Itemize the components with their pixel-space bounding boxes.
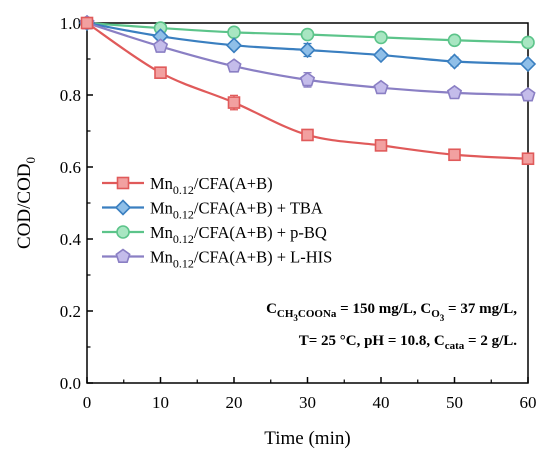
annotation-segment: C: [266, 301, 277, 317]
legend-label-subscript: 0.12: [173, 232, 194, 246]
legend-entry: Mn0.12/CFA(A+B) + TBA: [102, 199, 323, 222]
legend-label-text: Mn: [150, 223, 173, 242]
legend-entry: Mn0.12/CFA(A+B) + L-HIS: [102, 248, 332, 271]
pentagon-marker: [373, 79, 389, 95]
conditions-annotation: CCH3COONa = 150 mg/L, CO3 = 37 mg/L,T= 2…: [266, 301, 517, 352]
x-tick-label: 10: [152, 393, 169, 412]
diamond-marker: [299, 41, 316, 59]
legend-label-text: /CFA(A+B): [194, 174, 273, 193]
square-marker: [116, 176, 130, 190]
y-axis-title-main: COD/COD: [14, 163, 35, 249]
diamond-marker: [225, 37, 243, 54]
circle-marker: [374, 30, 388, 45]
annotation-segment: = 2 g/L.: [464, 333, 517, 349]
circle-marker: [116, 225, 130, 239]
y-tick-label: 0.0: [60, 374, 81, 393]
y-axis-ticks: 0.0 0.2 0.4 0.6 0.8 1.0: [60, 14, 93, 393]
y-tick-label: 0.4: [60, 230, 82, 249]
circle-marker: [300, 27, 315, 42]
annotation-segment: COONa: [298, 308, 337, 320]
series-pentagon: [79, 15, 536, 102]
diamond-marker: [114, 199, 132, 216]
diamond-marker: [446, 53, 463, 70]
legend-label-subscript: 0.12: [173, 208, 194, 222]
square-marker: [80, 16, 94, 30]
legend-label-text: /CFA(A+B) + L-HIS: [194, 248, 332, 267]
circle-marker: [521, 35, 535, 50]
annotation-segment: = 37 mg/L,: [444, 301, 517, 317]
y-tick-label: 0.6: [60, 158, 81, 177]
annotation-line: CCH3COONa = 150 mg/L, CO3 = 37 mg/L,: [266, 301, 517, 323]
annotation-segment: O: [431, 308, 440, 320]
pentagon-marker: [226, 58, 242, 73]
annotation-segment: 3: [293, 313, 298, 323]
x-tick-label: 30: [299, 393, 316, 412]
legend-label-text: /CFA(A+B) + TBA: [194, 199, 323, 218]
diamond-marker: [372, 46, 390, 64]
series-layer: [78, 14, 537, 166]
x-tick-label: 0: [83, 393, 92, 412]
square-marker: [521, 152, 535, 166]
y-tick-label: 0.8: [60, 86, 81, 105]
legend: Mn0.12/CFA(A+B)Mn0.12/CFA(A+B) + TBAMn0.…: [102, 174, 332, 271]
annotation-segment: = 150 mg/L, C: [336, 301, 431, 317]
pentagon-marker: [299, 71, 316, 87]
annotation-line: T= 25 °C, pH = 10.8, Ccata = 2 g/L.: [299, 333, 518, 352]
y-axis-title: COD/COD0: [14, 157, 38, 249]
pentagon-marker: [520, 87, 536, 102]
square-marker: [301, 128, 314, 142]
annotation-segment: CH: [277, 308, 294, 320]
legend-label: Mn0.12/CFA(A+B): [150, 174, 273, 197]
x-axis-ticks: 0 10 20 30 40 50 60: [83, 377, 537, 412]
pentagon-marker: [152, 38, 169, 53]
x-tick-label: 40: [373, 393, 390, 412]
series-square: [80, 16, 535, 166]
square-marker: [227, 96, 241, 109]
pentagon-marker: [115, 248, 131, 263]
y-tick-label: 1.0: [60, 14, 81, 33]
legend-label-text: Mn: [150, 199, 173, 218]
legend-label-text: /CFA(A+B) + p-BQ: [194, 223, 327, 242]
legend-label-subscript: 0.12: [173, 183, 194, 197]
square-marker: [374, 139, 388, 152]
legend-entry: Mn0.12/CFA(A+B) + p-BQ: [102, 223, 327, 246]
y-axis-title-subscript: 0: [23, 157, 38, 164]
legend-label-text: Mn: [150, 248, 173, 267]
square-marker: [154, 66, 167, 79]
legend-entry: Mn0.12/CFA(A+B): [102, 174, 273, 197]
circle-marker: [227, 25, 241, 40]
diamond-marker: [519, 55, 537, 73]
legend-label: Mn0.12/CFA(A+B) + TBA: [150, 199, 323, 222]
legend-label: Mn0.12/CFA(A+B) + p-BQ: [150, 223, 327, 246]
x-axis-title: Time (min): [264, 428, 350, 449]
x-tick-label: 50: [446, 393, 463, 412]
annotation-segment: cata: [445, 340, 465, 352]
legend-label-subscript: 0.12: [173, 257, 194, 271]
x-tick-label: 60: [520, 393, 537, 412]
circle-marker: [447, 33, 462, 48]
legend-label: Mn0.12/CFA(A+B) + L-HIS: [150, 248, 332, 271]
pentagon-marker: [446, 84, 463, 100]
legend-label-text: Mn: [150, 174, 173, 193]
square-marker: [448, 148, 461, 162]
x-tick-label: 20: [226, 393, 243, 412]
annotation-segment: T= 25 °C, pH = 10.8, C: [299, 333, 445, 349]
annotation-segment: 3: [440, 313, 445, 323]
y-tick-label: 0.2: [60, 302, 81, 321]
